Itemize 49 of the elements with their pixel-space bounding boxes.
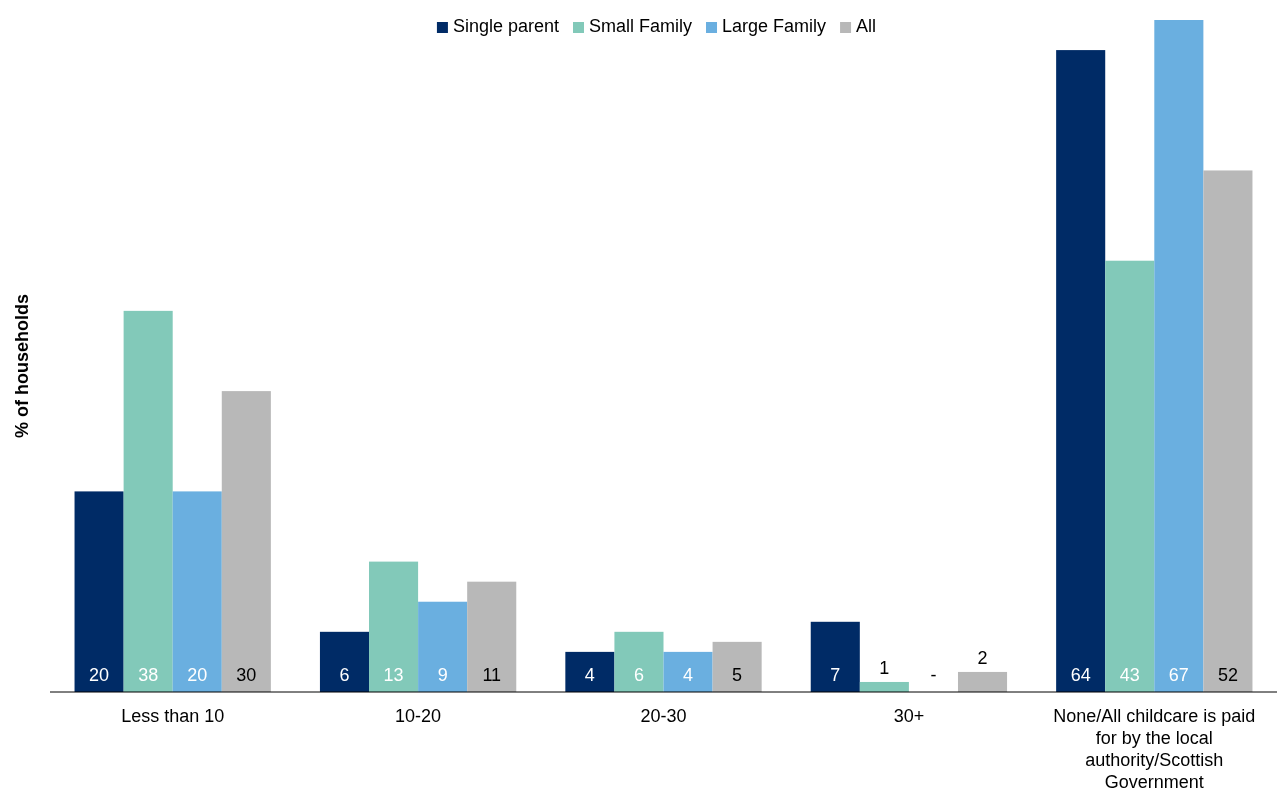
data-label: 43 bbox=[1119, 665, 1140, 685]
data-label: 9 bbox=[437, 665, 448, 685]
data-label: 4 bbox=[683, 665, 694, 685]
text: - bbox=[930, 665, 937, 685]
data-label: 67 bbox=[1168, 665, 1189, 685]
data-label: 1 bbox=[879, 657, 890, 678]
legend-label: Large Family bbox=[722, 16, 827, 36]
x-tick-label: 10-20 bbox=[395, 706, 442, 726]
x-tick-label: None/All childcare is paid for by the local authority/Scottish Government bbox=[1053, 706, 1256, 792]
data-label: 30 bbox=[236, 665, 257, 685]
data-label: 52 bbox=[1217, 665, 1238, 685]
bar bbox=[418, 601, 468, 692]
bar bbox=[123, 310, 173, 692]
bar bbox=[614, 631, 664, 692]
legend-label: All bbox=[856, 16, 877, 36]
bar bbox=[810, 621, 860, 692]
bar bbox=[663, 651, 713, 692]
data-label: 2 bbox=[977, 647, 988, 668]
data-label: 11 bbox=[482, 665, 502, 685]
bar bbox=[319, 631, 370, 692]
bar bbox=[859, 681, 909, 692]
bar bbox=[565, 651, 615, 692]
data-label: 5 bbox=[732, 665, 743, 685]
legend-label: Single parent bbox=[452, 16, 559, 36]
bar bbox=[712, 641, 762, 692]
data-label: 38 bbox=[138, 665, 159, 685]
data-label: 4 bbox=[584, 665, 595, 685]
bar bbox=[957, 671, 1008, 692]
bar bbox=[467, 581, 517, 692]
data-label: 13 bbox=[383, 665, 404, 685]
x-tick-label: 30+ bbox=[893, 706, 925, 726]
data-label: 7 bbox=[830, 665, 841, 685]
bar bbox=[1056, 50, 1106, 692]
bar bbox=[74, 491, 124, 692]
x-tick-label: Less than 10 bbox=[121, 706, 225, 726]
bar bbox=[369, 561, 419, 692]
bar bbox=[221, 391, 271, 692]
data-label: 6 bbox=[339, 665, 350, 685]
data-label: 20 bbox=[187, 665, 208, 685]
bar bbox=[1154, 20, 1204, 692]
x-tick-label: 20-30 bbox=[640, 706, 687, 726]
data-label: 64 bbox=[1070, 665, 1091, 685]
y-axis-title: % of households bbox=[12, 294, 32, 438]
bar bbox=[1105, 260, 1155, 692]
data-label: 6 bbox=[633, 665, 644, 685]
data-label: 20 bbox=[89, 665, 110, 685]
bar bbox=[1203, 170, 1253, 692]
bar bbox=[172, 491, 222, 692]
legend-label: Small Family bbox=[589, 16, 693, 36]
